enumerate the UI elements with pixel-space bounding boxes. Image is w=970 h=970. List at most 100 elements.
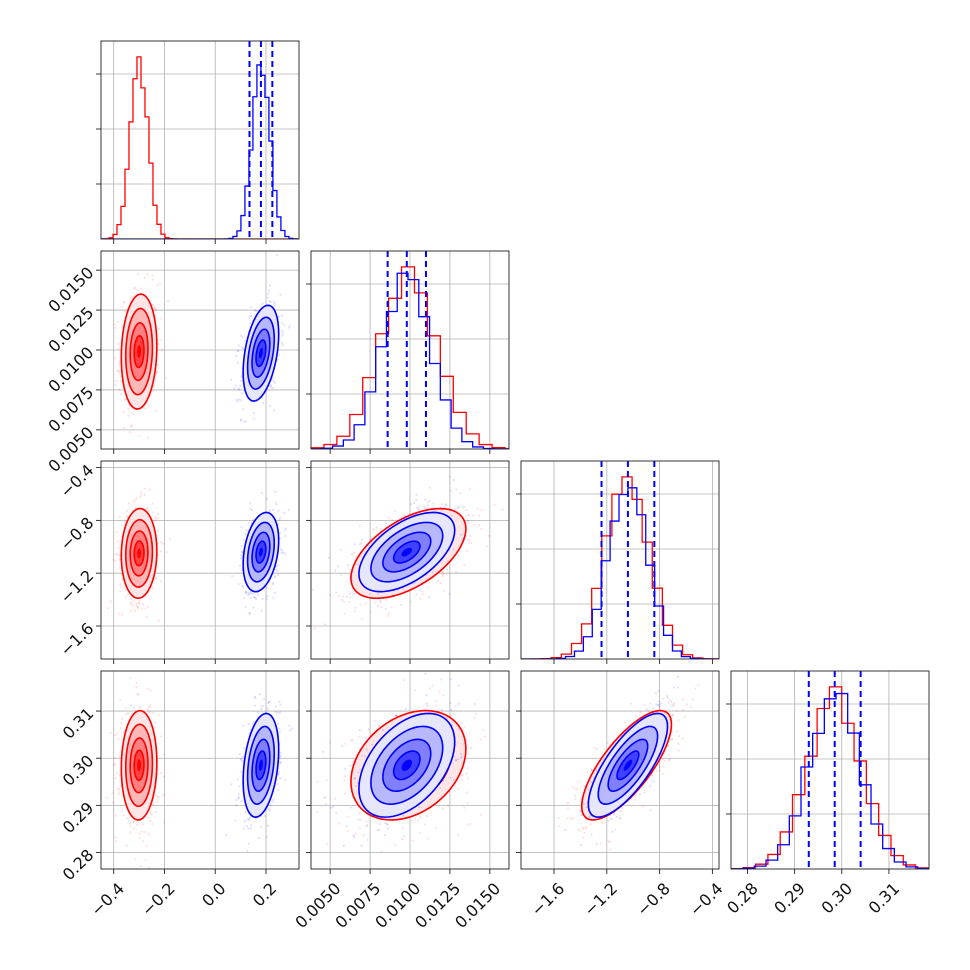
- contour-line-blue: [255, 339, 267, 368]
- scatter-point: [478, 524, 481, 527]
- scatter-point: [463, 534, 466, 538]
- scatter-point: [468, 488, 471, 491]
- scatter-point: [114, 763, 117, 767]
- scatter-point: [264, 814, 267, 818]
- scatter-point: [367, 544, 370, 548]
- scatter-point: [501, 508, 504, 511]
- scatter-point: [394, 844, 397, 847]
- scatter-point: [461, 773, 464, 777]
- scatter-point: [277, 773, 280, 776]
- scatter-point: [419, 597, 422, 600]
- scatter-point: [112, 801, 115, 804]
- scatter-point: [416, 819, 420, 822]
- scatter-point: [107, 607, 110, 610]
- scatter-point: [247, 593, 250, 597]
- scatter-point: [455, 488, 458, 491]
- scatter-point: [439, 582, 442, 585]
- scatter-point: [237, 793, 241, 796]
- scatter-point: [235, 398, 238, 401]
- scatter-point: [118, 774, 121, 777]
- scatter-point: [122, 300, 125, 304]
- scatter-point: [158, 282, 161, 285]
- scatter-point: [119, 379, 123, 383]
- scatter-point: [137, 601, 140, 604]
- scatter-point: [122, 427, 126, 430]
- scatter-point: [353, 777, 356, 780]
- scatter-point: [130, 603, 133, 606]
- scatter-point: [153, 519, 156, 522]
- scatter-point: [156, 772, 159, 776]
- scatter-point: [163, 753, 166, 756]
- scatter-point: [432, 502, 435, 505]
- scatter-panel-1-2: [96, 250, 300, 454]
- scatter-point: [330, 806, 333, 809]
- scatter-point: [379, 530, 382, 533]
- scatter-point: [147, 816, 150, 819]
- scatter-point: [326, 843, 329, 846]
- scatter-point: [252, 595, 256, 598]
- scatter-panel-1-3: [96, 460, 300, 664]
- scatter-point: [359, 768, 362, 771]
- scatter-point: [155, 370, 159, 374]
- scatter-point: [466, 514, 469, 517]
- scatter-point: [133, 287, 136, 290]
- scatter-point: [335, 591, 338, 594]
- scatter-point: [274, 490, 277, 493]
- scatter-point: [120, 717, 124, 721]
- scatter-point: [273, 576, 276, 579]
- scatter-point: [145, 507, 148, 510]
- scatter-point: [154, 721, 157, 725]
- scatter-point: [448, 592, 451, 595]
- scatter-point: [131, 412, 134, 415]
- scatter-point: [460, 774, 463, 777]
- contour-line-red: [129, 322, 149, 382]
- scatter-point: [384, 608, 387, 611]
- scatter-point: [247, 591, 250, 594]
- scatter-point: [121, 613, 124, 616]
- scatter-point: [153, 306, 156, 309]
- scatter-point: [462, 537, 465, 540]
- scatter-point: [349, 576, 352, 579]
- scatter-point: [480, 509, 483, 512]
- scatter-point: [380, 606, 383, 609]
- scatter-point: [287, 508, 290, 512]
- scatter-point: [136, 272, 140, 275]
- scatter-point: [279, 751, 282, 754]
- scatter-point: [280, 341, 284, 344]
- scatter-point: [150, 813, 153, 816]
- scatter-point: [469, 822, 472, 826]
- scatter-point: [443, 505, 446, 508]
- scatter-point: [118, 360, 121, 364]
- scatter-point: [404, 515, 407, 518]
- scatter-point: [147, 507, 150, 510]
- scatter-point: [122, 587, 125, 590]
- scatter-point: [242, 585, 245, 588]
- scatter-point: [158, 714, 161, 717]
- scatter-point: [341, 745, 344, 748]
- scatter-point: [478, 514, 481, 517]
- scatter-point: [154, 518, 157, 521]
- scatter-point: [467, 513, 470, 516]
- scatter-point: [473, 523, 476, 526]
- scatter-point: [130, 424, 133, 427]
- scatter-point: [386, 614, 390, 617]
- scatter-point: [116, 553, 119, 556]
- scatter-point: [287, 326, 290, 329]
- scatter-point: [121, 577, 124, 581]
- scatter-point: [152, 803, 155, 806]
- scatter-point: [260, 825, 263, 828]
- panel-frame: [730, 670, 930, 870]
- panel-frame: [100, 670, 300, 870]
- scatter-point: [349, 596, 352, 599]
- scatter-point: [266, 586, 269, 589]
- scatter-point: [269, 803, 272, 807]
- scatter-point: [117, 738, 120, 741]
- scatter-point: [354, 784, 358, 788]
- scatter-point: [460, 755, 463, 758]
- scatter-point: [365, 543, 369, 546]
- scatter-point: [275, 503, 278, 506]
- scatter-point: [125, 707, 128, 710]
- scatter-point: [151, 822, 154, 826]
- scatter-point: [278, 730, 281, 734]
- scatter-point: [362, 833, 366, 837]
